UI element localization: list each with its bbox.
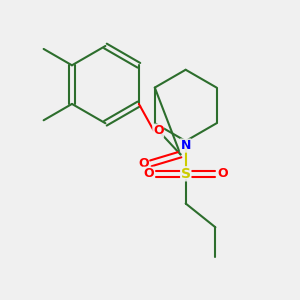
Text: O: O bbox=[143, 167, 154, 180]
Text: O: O bbox=[138, 157, 148, 170]
Text: N: N bbox=[181, 139, 191, 152]
Text: O: O bbox=[218, 167, 228, 180]
Text: O: O bbox=[153, 124, 164, 137]
Text: S: S bbox=[181, 167, 191, 181]
